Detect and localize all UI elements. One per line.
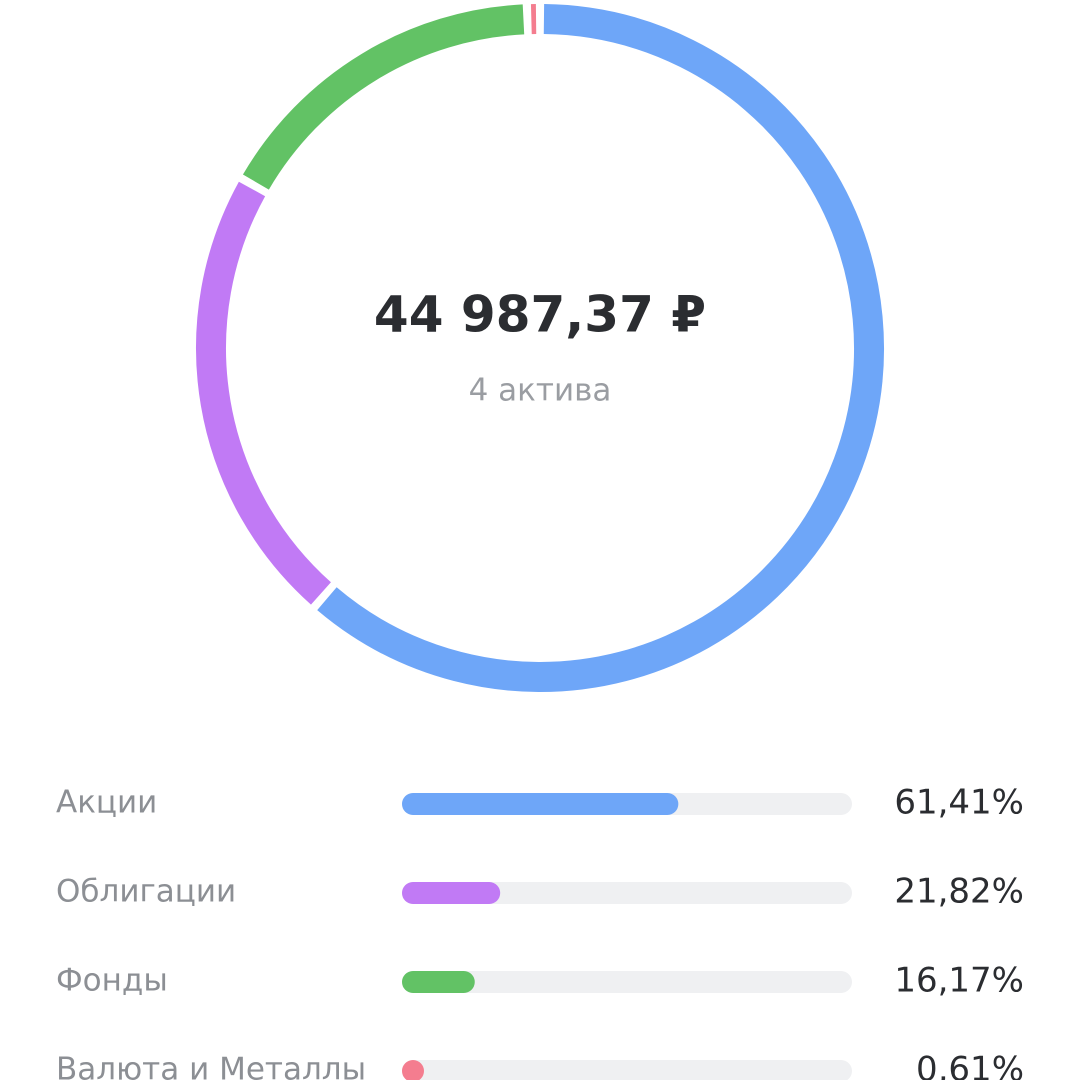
donut-segment: [317, 4, 884, 692]
donut-segment: [196, 181, 331, 605]
percent-label: 61,41%: [894, 783, 1024, 823]
asset-label: Валюта и Металлы: [56, 1052, 366, 1080]
asset-label: Акции: [56, 785, 157, 821]
bar-track: [402, 882, 852, 904]
total-amount: 44 987,37 ₽: [374, 286, 706, 344]
bar-track: [402, 971, 852, 993]
asset-count: 4 актива: [469, 373, 612, 409]
bar-fill: [402, 793, 679, 815]
percent-label: 21,82%: [894, 872, 1024, 912]
asset-label: Облигации: [56, 874, 236, 910]
bar-fill: [402, 1060, 424, 1080]
bar-fill: [402, 882, 501, 904]
asset-label: Фонды: [56, 963, 168, 999]
bar-track: [402, 1060, 852, 1080]
bar-fill: [402, 971, 475, 993]
percent-label: 0,61%: [916, 1050, 1024, 1080]
donut-segment: [242, 4, 525, 190]
percent-label: 16,17%: [894, 961, 1024, 1001]
